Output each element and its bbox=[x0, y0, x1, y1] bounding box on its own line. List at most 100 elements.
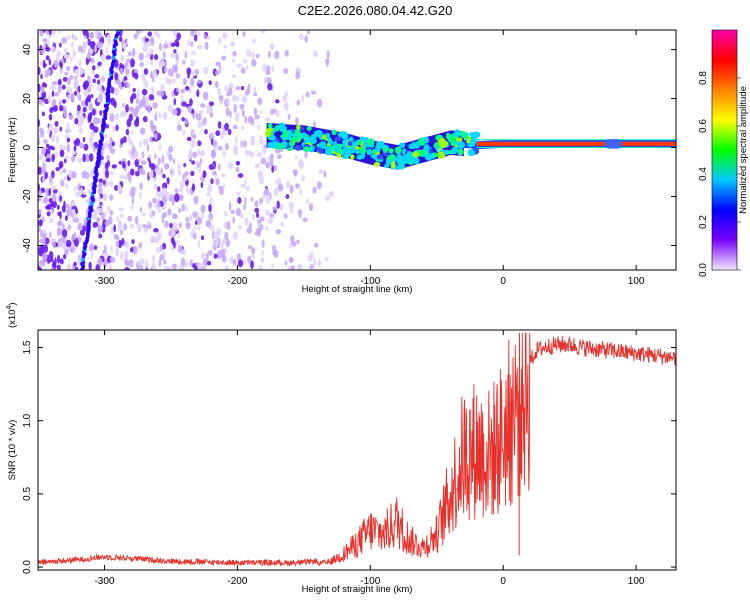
heatmap-noise-cell bbox=[197, 140, 202, 147]
heatmap-noise-cell bbox=[304, 150, 308, 159]
heatmap-noise-cell bbox=[134, 105, 140, 114]
heatmap-noise-cell bbox=[109, 256, 116, 263]
heatmap-noise-cell bbox=[66, 137, 71, 142]
heatmap-noise-cell bbox=[86, 30, 89, 40]
heatmap-noise-cell bbox=[155, 247, 161, 254]
heatmap-noise-cell bbox=[102, 179, 106, 185]
heatmap-noise-cell bbox=[235, 166, 240, 173]
heatmap-noise-cell bbox=[51, 237, 57, 243]
heatmap-noise-cell bbox=[261, 250, 265, 256]
heatmap-noise-cell bbox=[139, 127, 146, 135]
heatmap-band-cell bbox=[277, 123, 279, 149]
heatmap-noise-cell bbox=[109, 170, 114, 176]
heatmap-signal-cell bbox=[347, 140, 353, 147]
heatmap-noise-cell bbox=[255, 53, 260, 59]
heatmap-noise-cell bbox=[51, 185, 56, 191]
heatmap-noise-cell bbox=[150, 235, 157, 242]
heatmap-noise-cell bbox=[190, 41, 194, 48]
heatmap-noise-cell bbox=[62, 145, 67, 151]
heatmap-noise-cell bbox=[201, 235, 205, 241]
heatmap-noise-cell bbox=[199, 151, 204, 157]
heatmap-noise-cell bbox=[309, 264, 314, 270]
heatmap-noise-cell bbox=[152, 176, 158, 182]
heatmap-noise-cell bbox=[39, 30, 44, 37]
heatmap-noise-cell bbox=[137, 228, 141, 233]
heatmap-noise-cell bbox=[38, 98, 43, 105]
heatmap-noise-cell bbox=[139, 206, 143, 213]
heatmap-noise-cell bbox=[39, 92, 42, 98]
heatmap-noise-cell bbox=[306, 197, 309, 204]
heatmap-noise-cell bbox=[239, 213, 244, 219]
heatmap-noise-cell bbox=[236, 253, 242, 262]
heatmap-noise-cell bbox=[206, 35, 211, 40]
heatmap-noise-cell bbox=[38, 66, 41, 75]
heatmap-noise-cell bbox=[145, 224, 151, 229]
heatmap-noise-cell bbox=[204, 41, 209, 50]
colorbar-tick-label: 0.8 bbox=[698, 71, 709, 85]
heatmap-noise-cell bbox=[139, 61, 144, 68]
heatmap-x-tick-label: 0 bbox=[500, 276, 506, 287]
heatmap-noise-cell bbox=[41, 147, 47, 155]
heatmap-noise-cell bbox=[258, 264, 263, 270]
heatmap-noise-cell bbox=[203, 33, 207, 39]
heatmap-noise-cell bbox=[208, 212, 214, 221]
heatmap-noise-cell bbox=[48, 30, 52, 36]
heatmap-noise-cell bbox=[91, 65, 96, 71]
heatmap-noise-cell bbox=[221, 55, 227, 61]
heatmap-noise-cell bbox=[43, 196, 49, 204]
heatmap-noise-cell bbox=[174, 38, 180, 47]
heatmap-noise-cell bbox=[121, 42, 127, 50]
heatmap-noise-cell bbox=[73, 144, 77, 152]
heatmap-noise-cell bbox=[190, 139, 196, 148]
heatmap-noise-cell bbox=[75, 208, 79, 215]
heatmap-noise-cell bbox=[264, 188, 270, 197]
heatmap-noise-cell bbox=[130, 58, 135, 68]
heatmap-noise-cell bbox=[206, 105, 210, 114]
heatmap-noise-cell bbox=[56, 226, 62, 236]
heatmap-noise-cell bbox=[226, 98, 230, 106]
heatmap-noise-cell bbox=[240, 86, 245, 91]
heatmap-noise-cell bbox=[159, 192, 163, 199]
heatmap-noise-cell bbox=[92, 213, 98, 220]
heatmap-noise-cell bbox=[57, 30, 62, 34]
heatmap-noise-cell bbox=[157, 186, 161, 192]
heatmap-noise-cell bbox=[220, 131, 224, 140]
heatmap-noise-cell bbox=[295, 117, 299, 126]
heatmap-noise-cell bbox=[89, 111, 93, 119]
heatmap-noise-cell bbox=[82, 153, 86, 163]
snr-marks bbox=[38, 332, 676, 568]
heatmap-y-tick-label: 20 bbox=[22, 93, 33, 105]
heatmap-noise-cell bbox=[262, 147, 267, 154]
heatmap-noise-cell bbox=[222, 129, 227, 136]
heatmap-noise-cell bbox=[251, 52, 255, 60]
heatmap-noise-cell bbox=[52, 80, 58, 86]
heatmap-noise-cell bbox=[90, 131, 96, 137]
heatmap-noise-cell bbox=[235, 135, 238, 144]
heatmap-noise-cell bbox=[143, 227, 149, 233]
heatmap-noise-cell bbox=[120, 213, 124, 219]
heatmap-noise-cell bbox=[157, 201, 161, 208]
heatmap-noise-cell bbox=[178, 207, 182, 214]
colorbar bbox=[712, 30, 737, 270]
heatmap-noise-cell bbox=[253, 86, 257, 93]
heatmap-noise-cell bbox=[119, 30, 123, 37]
heatmap-noise-cell bbox=[92, 209, 98, 215]
heatmap-noise-cell bbox=[138, 191, 143, 199]
heatmap-noise-cell bbox=[271, 263, 275, 269]
snr-x-tick-label: 0 bbox=[500, 576, 506, 587]
heatmap-signal-cell bbox=[282, 129, 289, 138]
heatmap-noise-cell bbox=[132, 87, 136, 93]
heatmap-noise-cell bbox=[66, 143, 71, 153]
heatmap-noise-cell bbox=[69, 56, 74, 61]
heatmap-noise-cell bbox=[40, 48, 45, 54]
heatmap-band-cell bbox=[325, 129, 327, 154]
heatmap-noise-cell bbox=[209, 224, 215, 231]
heatmap-noise-cell bbox=[86, 52, 91, 60]
heatmap-noise-cell bbox=[158, 112, 162, 119]
heatmap-noise-cell bbox=[265, 161, 270, 169]
heatmap-noise-cell bbox=[219, 67, 223, 72]
heatmap-noise-cell bbox=[149, 53, 154, 61]
heatmap-noise-cell bbox=[275, 228, 282, 235]
heatmap-streak-cell bbox=[116, 30, 121, 33]
heatmap-noise-cell bbox=[181, 117, 186, 122]
